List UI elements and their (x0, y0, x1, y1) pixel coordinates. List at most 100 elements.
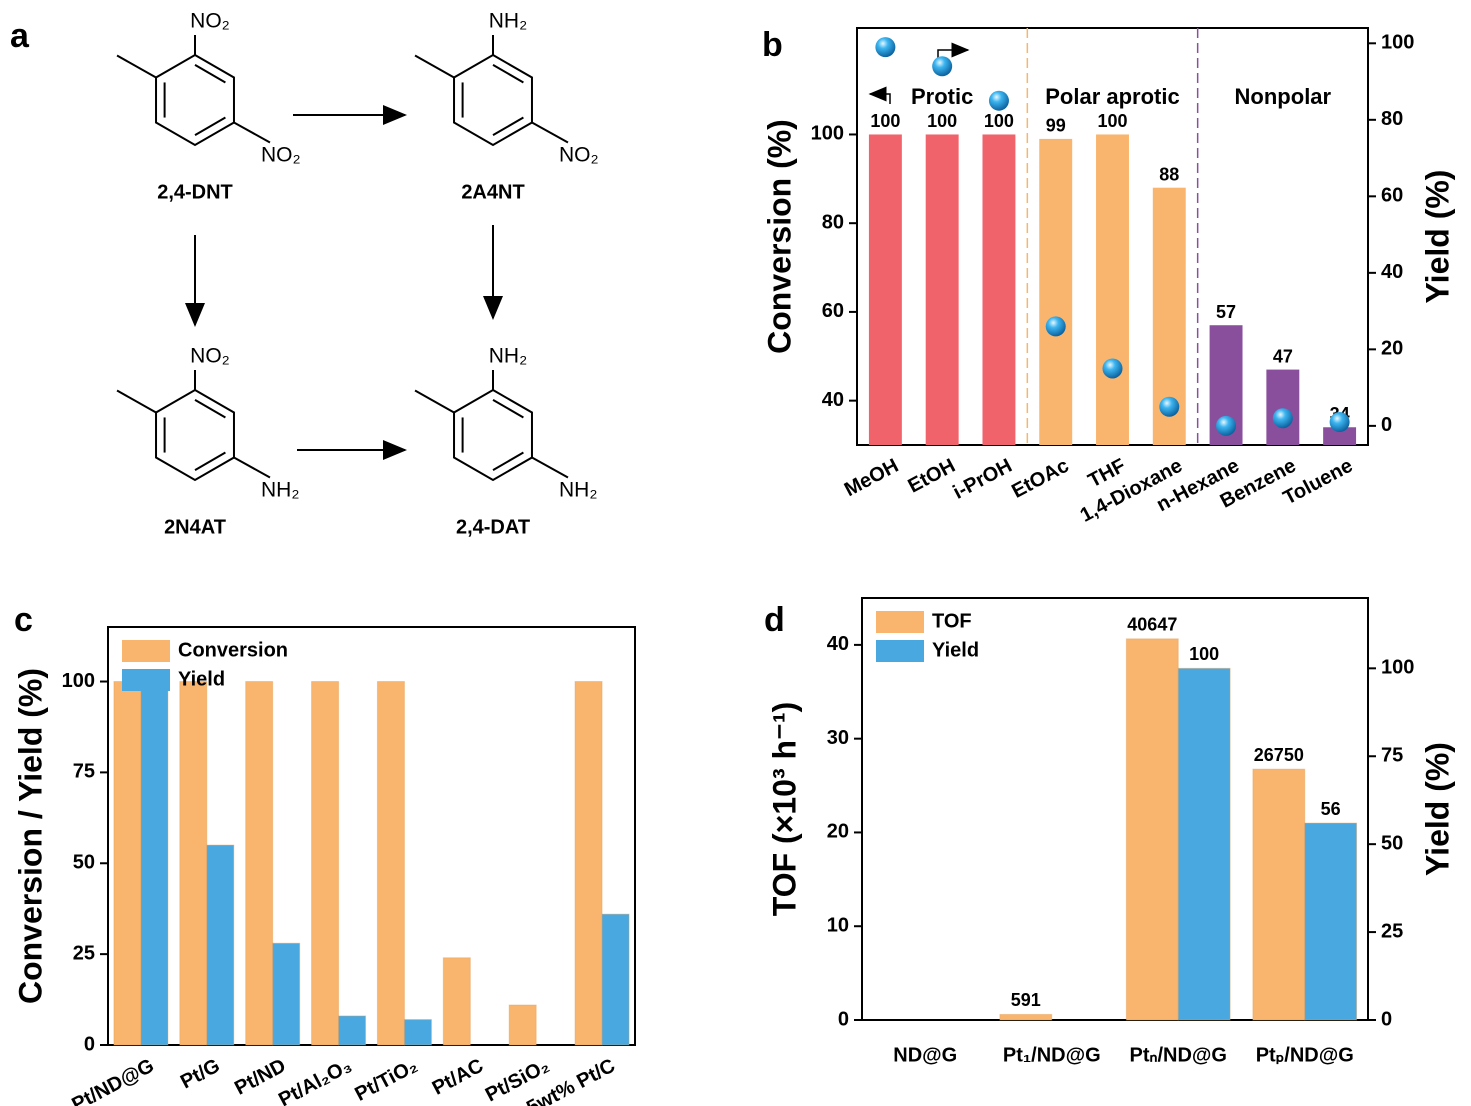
bar (1039, 138, 1073, 446)
yield-point (1216, 415, 1237, 436)
substituent: NH₂ (489, 345, 527, 368)
ring (453, 388, 533, 482)
bar (403, 1019, 432, 1046)
yield-point (1045, 316, 1066, 337)
methyl (116, 54, 157, 79)
double-bond (492, 116, 524, 136)
bar (999, 1013, 1053, 1021)
bar (179, 681, 208, 1046)
y-tick-label: 100 (811, 123, 844, 145)
bar (206, 844, 235, 1046)
x-tick-label: Ptₚ/ND@G (1256, 1044, 1354, 1066)
bar (376, 681, 405, 1046)
bond (233, 456, 271, 479)
x-tick-label: Pt/ND@G (68, 1055, 157, 1106)
y2-tick-label: 0 (1381, 1008, 1392, 1030)
substituent: NH₂ (261, 479, 299, 502)
x-tick-label: Pt/TiO₂ (351, 1055, 421, 1106)
plot-frame (107, 626, 636, 1046)
ring (155, 388, 235, 482)
yield-point (1329, 412, 1350, 433)
legend-label: Yield (932, 639, 979, 661)
bar (1266, 369, 1300, 445)
value-label: 591 (1011, 990, 1041, 1010)
panel-label: c (14, 601, 33, 639)
y-tick-label: 40 (827, 633, 849, 655)
yield-point (988, 90, 1009, 111)
bar (311, 681, 340, 1046)
panel-label: b (762, 26, 783, 64)
bar (1323, 427, 1357, 445)
substituent: NO₂ (190, 345, 230, 368)
bond (531, 456, 569, 479)
x-tick-label: Pt/AC (429, 1055, 487, 1100)
value-label: 26750 (1254, 745, 1304, 765)
substituent: NH₂ (489, 10, 527, 33)
plot-frame (861, 597, 1369, 1021)
substituent: NO₂ (190, 10, 230, 33)
value-label: 40647 (1127, 615, 1177, 635)
x-tick-label: i-PrOH (950, 455, 1016, 504)
value-label: 88 (1159, 164, 1179, 184)
double-bond (194, 451, 226, 471)
legend-swatch (122, 669, 170, 691)
substituent: NO₂ (261, 144, 301, 167)
y-tick-label: 20 (827, 821, 849, 843)
compound-name: 2,4-DAT (456, 516, 530, 538)
double-bond (492, 451, 524, 471)
y2-tick-label: 50 (1381, 832, 1403, 854)
bar (1252, 768, 1306, 1021)
group-label: Polar aprotic (1045, 84, 1179, 109)
ring (155, 53, 235, 147)
value-label: 100 (870, 111, 900, 131)
methyl (414, 54, 455, 79)
legend-label: TOF (932, 610, 972, 632)
y2-tick-label: 75 (1381, 745, 1403, 767)
yield-point (1159, 396, 1180, 417)
bar (601, 913, 630, 1046)
compound-name: 2A4NT (461, 181, 524, 203)
y-tick-label: 0 (838, 1008, 849, 1030)
bar (1125, 638, 1179, 1021)
y2-tick-label: 100 (1381, 32, 1414, 54)
bar (574, 681, 603, 1046)
bond (233, 121, 271, 144)
substituent: NO₂ (559, 144, 599, 167)
value-label: 100 (1189, 644, 1219, 664)
double-bond (194, 116, 226, 136)
bar (338, 1015, 367, 1046)
substituent: NH₂ (559, 479, 597, 502)
yield-point (875, 37, 896, 58)
bar (113, 681, 142, 1046)
methyl (116, 389, 157, 414)
y-tick-label: 60 (822, 300, 844, 322)
bar (442, 957, 471, 1046)
y2-tick-label: 60 (1381, 185, 1403, 207)
y-axis-title: Conversion (%) (761, 119, 797, 354)
compound-name: 2,4-DNT (157, 181, 233, 203)
y-tick-label: 80 (822, 211, 844, 233)
y2-axis-title: Yield (%) (1419, 170, 1455, 304)
y-tick-label: 75 (73, 761, 95, 783)
bar (868, 134, 902, 445)
y-tick-label: 10 (827, 915, 849, 937)
bar (245, 681, 274, 1046)
value-label: 47 (1273, 346, 1293, 366)
axis-pointers (868, 42, 970, 104)
value-label: 57 (1216, 302, 1236, 322)
y2-tick-label: 25 (1381, 920, 1403, 942)
y2-tick-label: 20 (1381, 338, 1403, 360)
y2-tick-label: 40 (1381, 261, 1403, 283)
x-tick-label: ND@G (893, 1044, 957, 1066)
x-tick-label: Pt/Al₂O₃ (275, 1055, 355, 1106)
x-tick-label: EtOH (905, 455, 959, 498)
legend-swatch (876, 611, 924, 633)
value-label: 99 (1046, 116, 1066, 136)
y2-tick-label: 0 (1381, 414, 1392, 436)
y-tick-label: 50 (73, 852, 95, 874)
group-label: Nonpolar (1235, 84, 1332, 109)
double-bond (492, 399, 524, 419)
x-tick-label: EtOAc (1008, 455, 1072, 503)
double-bond (194, 399, 226, 419)
